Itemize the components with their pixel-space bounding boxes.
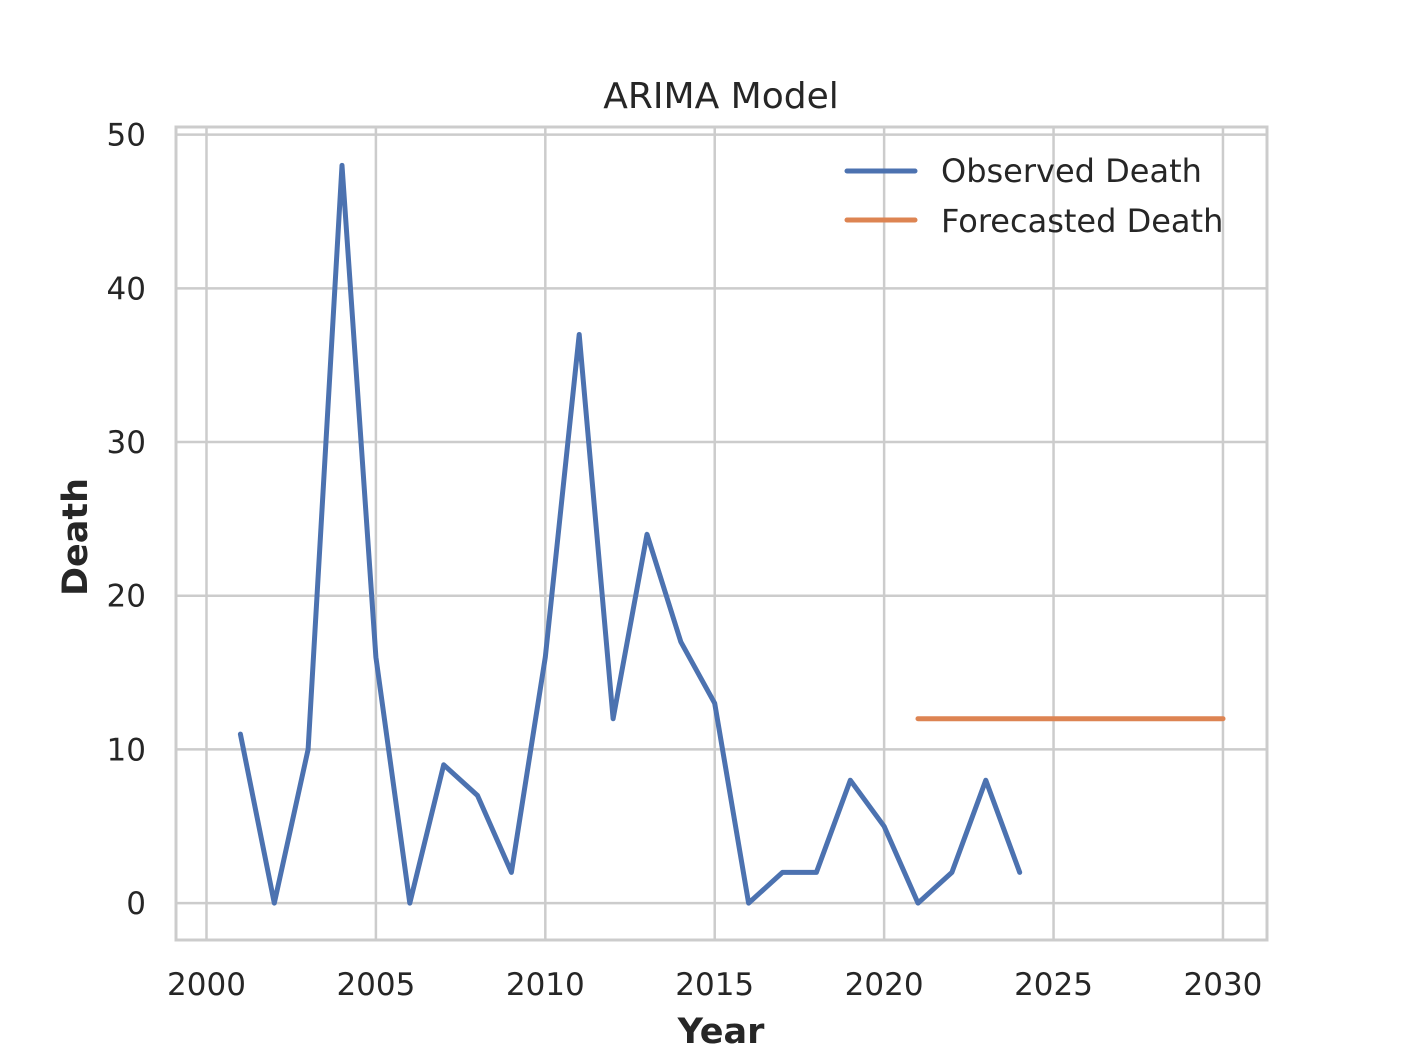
legend: Observed Death Forecasted Death [844, 152, 1223, 240]
y-axis-label: Death [56, 478, 96, 596]
legend-label-forecasted: Forecasted Death [941, 202, 1223, 240]
y-tick-label: 10 [107, 732, 146, 768]
y-tick-label: 50 [107, 118, 146, 154]
y-tick-label: 30 [107, 425, 146, 461]
x-tick-label: 2000 [167, 967, 246, 1003]
grid [176, 127, 1267, 940]
y-tick-label: 20 [107, 579, 146, 615]
y-tick-label: 40 [107, 271, 146, 307]
plot-frame [174, 125, 1269, 942]
x-tick-label: 2030 [1184, 967, 1263, 1003]
x-tick-label: 2010 [506, 967, 585, 1003]
x-tick-label: 2025 [1014, 967, 1093, 1003]
x-tick-label: 2020 [845, 967, 924, 1003]
x-tick-label: 2005 [336, 967, 415, 1003]
observed-death-line [237, 162, 1023, 906]
y-tick-label: 0 [126, 886, 146, 922]
series-layer [237, 162, 1226, 906]
chart-title: ARIMA Model [603, 76, 838, 117]
x-axis-label: Year [677, 1012, 765, 1052]
legend-label-observed: Observed Death [941, 152, 1202, 190]
x-tick-label: 2015 [675, 967, 754, 1003]
